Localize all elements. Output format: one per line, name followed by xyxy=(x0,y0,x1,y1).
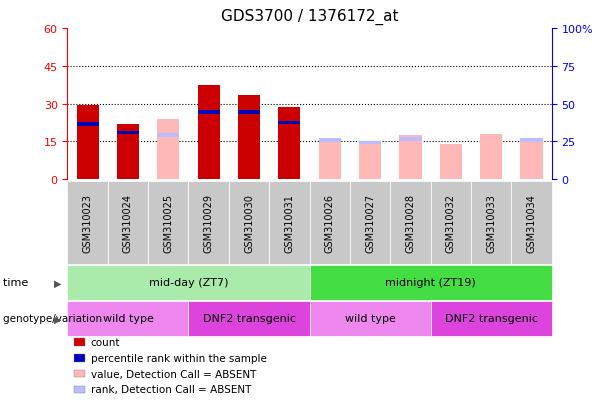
Text: GSM310034: GSM310034 xyxy=(527,194,536,252)
Text: value, Detection Call = ABSENT: value, Detection Call = ABSENT xyxy=(91,369,256,379)
Text: midnight (ZT19): midnight (ZT19) xyxy=(385,278,476,288)
Text: GSM310028: GSM310028 xyxy=(405,194,416,252)
Text: GSM310029: GSM310029 xyxy=(204,194,214,252)
Bar xyxy=(117,124,139,180)
Text: wild type: wild type xyxy=(102,313,153,324)
Bar xyxy=(520,139,543,142)
Text: rank, Detection Call = ABSENT: rank, Detection Call = ABSENT xyxy=(91,385,251,394)
Title: GDS3700 / 1376172_at: GDS3700 / 1376172_at xyxy=(221,9,398,25)
Bar xyxy=(197,111,220,115)
Text: GSM310023: GSM310023 xyxy=(83,194,93,252)
Bar xyxy=(440,145,462,180)
Bar xyxy=(117,131,139,135)
Text: GSM310027: GSM310027 xyxy=(365,194,375,252)
Text: GSM310033: GSM310033 xyxy=(486,194,496,252)
Bar xyxy=(197,85,220,180)
Text: percentile rank within the sample: percentile rank within the sample xyxy=(91,353,267,363)
Text: GSM310024: GSM310024 xyxy=(123,194,133,252)
Bar xyxy=(319,139,341,142)
Bar xyxy=(238,95,260,180)
Text: GSM310026: GSM310026 xyxy=(325,194,335,252)
Text: GSM310030: GSM310030 xyxy=(244,194,254,252)
Bar xyxy=(399,138,422,141)
Bar xyxy=(520,141,543,180)
Bar xyxy=(319,141,341,180)
Bar xyxy=(157,119,180,180)
Text: DNF2 transgenic: DNF2 transgenic xyxy=(444,313,538,324)
Bar xyxy=(157,134,180,138)
Bar xyxy=(359,143,381,180)
Text: time: time xyxy=(3,278,32,288)
Text: mid-day (ZT7): mid-day (ZT7) xyxy=(149,278,228,288)
Text: ▶: ▶ xyxy=(54,313,61,324)
Bar xyxy=(278,108,300,180)
Text: GSM310032: GSM310032 xyxy=(446,194,456,252)
Text: ▶: ▶ xyxy=(54,278,61,288)
Bar xyxy=(77,106,99,180)
Bar xyxy=(278,121,300,125)
Text: GSM310025: GSM310025 xyxy=(163,194,173,252)
Bar xyxy=(480,134,502,180)
Bar xyxy=(238,111,260,115)
Text: DNF2 transgenic: DNF2 transgenic xyxy=(202,313,295,324)
Text: wild type: wild type xyxy=(345,313,395,324)
Text: count: count xyxy=(91,337,120,347)
Text: GSM310031: GSM310031 xyxy=(284,194,294,252)
Bar xyxy=(77,123,99,126)
Text: genotype/variation: genotype/variation xyxy=(3,313,105,324)
Bar xyxy=(359,141,381,145)
Bar xyxy=(399,136,422,180)
